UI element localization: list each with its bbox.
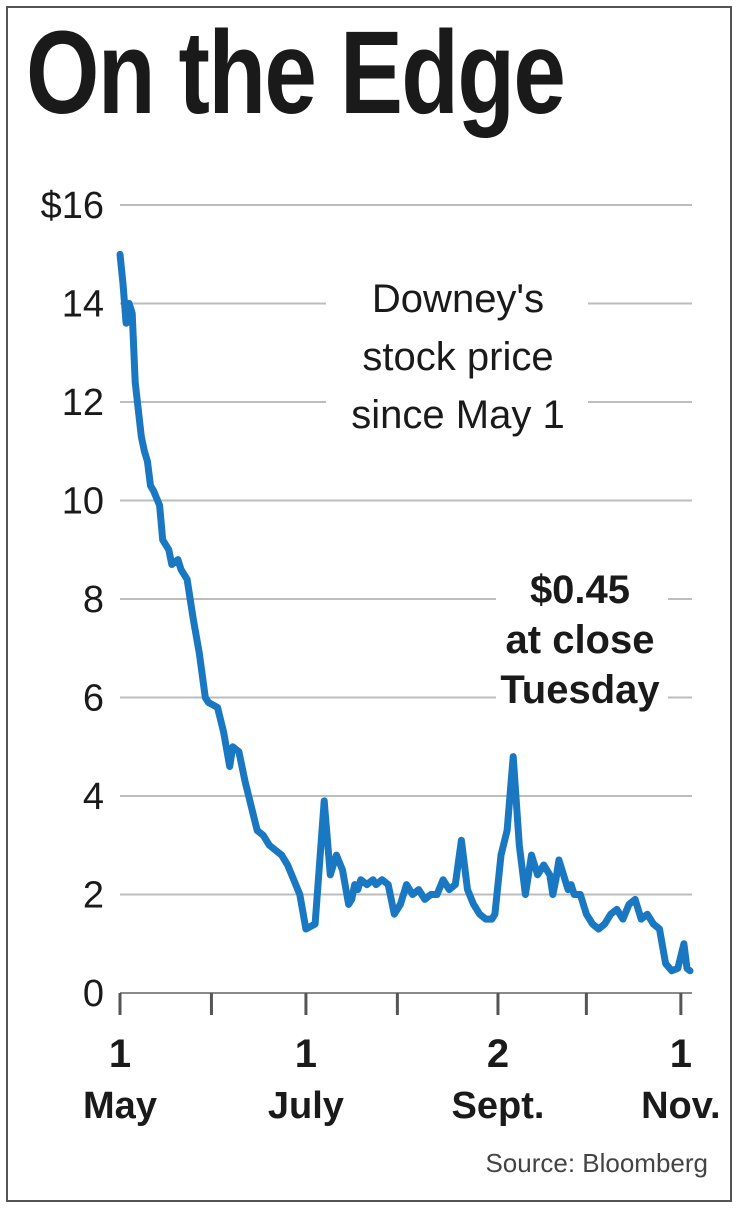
stock-price-line <box>116 250 694 975</box>
source-note: Source: Bloomberg <box>485 1148 708 1178</box>
x-label-day: 1 <box>109 1032 131 1076</box>
chart-title: On the Edge <box>26 7 566 139</box>
x-label-month: July <box>268 1085 344 1127</box>
callout-line: $0.45 <box>530 568 630 612</box>
y-tick-label: 6 <box>83 678 104 720</box>
y-tick-label: 10 <box>62 481 104 523</box>
y-tick-label: $16 <box>41 185 104 227</box>
y-tick-label: 12 <box>62 382 104 424</box>
x-axis <box>118 992 692 1015</box>
callout-backdrop <box>496 562 668 712</box>
x-label-month: Sept. <box>452 1085 545 1127</box>
x-label-day: 1 <box>670 1032 692 1076</box>
y-tick-label: 4 <box>83 776 104 818</box>
annotation-backdrop <box>326 272 588 442</box>
series-group <box>116 250 694 975</box>
x-label-month: Nov. <box>641 1085 721 1127</box>
annotation-background <box>326 272 668 712</box>
y-tick-label: 8 <box>83 579 104 621</box>
y-tick-label: 0 <box>83 973 104 1015</box>
x-label-day: 1 <box>295 1032 317 1076</box>
y-axis-labels: $16 14 12 10 8 6 4 2 0 <box>41 185 104 1015</box>
callout-line: at close <box>506 618 655 662</box>
x-label-day: 2 <box>487 1032 509 1076</box>
x-label-month: May <box>83 1085 157 1127</box>
annotation-line: stock price <box>362 335 553 379</box>
annotation-line: Downey's <box>372 277 544 321</box>
annotation-line: since May 1 <box>351 393 564 437</box>
callout-line: Tuesday <box>500 668 660 712</box>
y-tick-label: 14 <box>62 284 104 326</box>
x-axis-labels: 1 May 1 July 2 Sept. 1 Nov. <box>83 1032 721 1127</box>
y-tick-label: 2 <box>83 875 104 917</box>
closing-price-callout: $0.45 at close Tuesday <box>500 568 660 712</box>
chart-annotation: Downey's stock price since May 1 <box>351 277 564 437</box>
